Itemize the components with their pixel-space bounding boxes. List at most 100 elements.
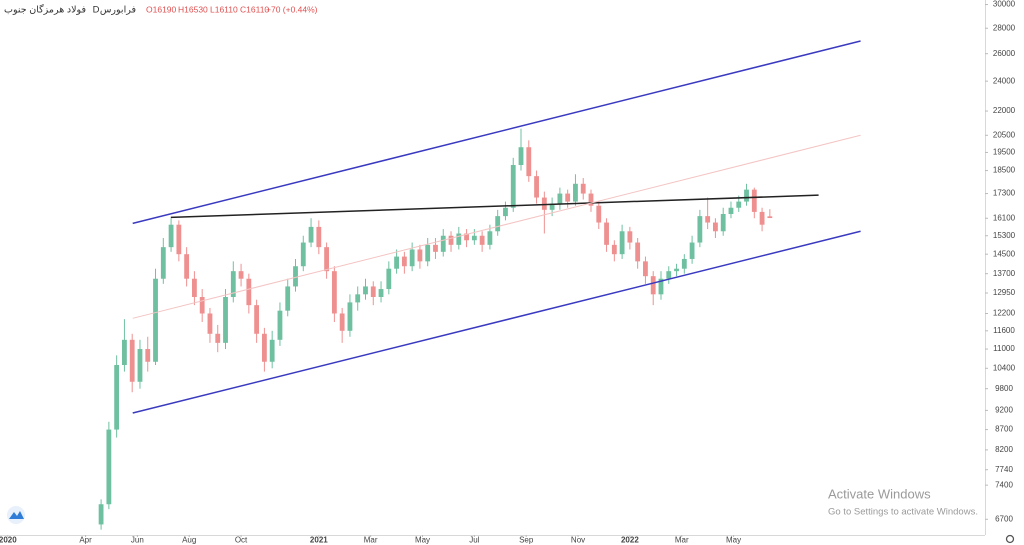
candle-body [573, 183, 578, 202]
candle-body [433, 244, 438, 252]
candle-body [541, 197, 547, 210]
y-tick-label: 7740 [995, 465, 1013, 474]
candle-body [471, 235, 477, 241]
candle-body [409, 249, 415, 267]
candle-body [674, 268, 679, 272]
y-tick-label: 28000 [993, 23, 1016, 32]
candle-body [207, 313, 213, 334]
candle-body [277, 310, 283, 340]
candle-body [191, 278, 197, 298]
x-tick-label: Apr [79, 536, 92, 545]
candle-body [324, 247, 330, 272]
candle-body [697, 216, 703, 243]
candle-body [114, 365, 120, 430]
candle-body [728, 207, 734, 215]
y-tick-label: 20500 [993, 130, 1016, 139]
candle-body [176, 224, 182, 255]
candle-body [627, 231, 633, 243]
candle-body [293, 266, 298, 287]
symbol: فولاد هرمزگان جنوب [4, 4, 86, 16]
candle-body [199, 297, 205, 314]
x-tick-label: 2022 [621, 536, 639, 545]
candle-body [160, 247, 166, 279]
candle-body [394, 256, 400, 269]
candle-body [122, 339, 127, 366]
candle-body [658, 278, 664, 295]
candle-body [549, 203, 555, 210]
y-tick-label: 6700 [995, 514, 1013, 523]
candle-body [526, 147, 532, 177]
y-tick-label: 18500 [993, 166, 1016, 175]
x-tick-label: 2020 [0, 536, 17, 545]
candle-body [767, 216, 773, 219]
candle-body [331, 271, 337, 314]
candle-body [425, 244, 431, 262]
y-tick-label: 7400 [995, 480, 1013, 489]
candle-body [503, 207, 508, 217]
candle-body [534, 176, 539, 198]
candle-body [744, 189, 749, 202]
candle-body [464, 233, 469, 241]
trend-line [132, 134, 861, 319]
candle-body [401, 256, 407, 267]
x-tick-label: Oct [235, 536, 248, 545]
candle-body [98, 504, 104, 525]
x-tick-label: 2021 [310, 536, 328, 545]
candle-body [720, 214, 726, 232]
candle-body [316, 226, 322, 248]
candle-body [736, 201, 742, 208]
x-tick-label: May [726, 536, 741, 545]
candle-body [681, 258, 687, 269]
trend-line [132, 40, 861, 225]
y-tick-label: 30000 [993, 0, 1016, 9]
candle-body [604, 222, 609, 245]
candle-body [495, 216, 501, 232]
candle-body [650, 276, 656, 295]
y-tick-label: 12200 [993, 309, 1016, 318]
exchange: فرابورس [100, 5, 136, 16]
candle-body [611, 244, 617, 255]
candle-body [751, 189, 757, 212]
candle-body [285, 286, 291, 311]
logo-mark[interactable] [9, 511, 24, 519]
y-tick-label: 8700 [995, 425, 1013, 434]
candle-body [363, 286, 368, 295]
candle-body [339, 313, 345, 331]
candle-body [223, 297, 228, 343]
x-tick-label: May [415, 536, 430, 545]
candle-body [518, 147, 524, 166]
x-tick-label: Nov [571, 536, 585, 545]
settings-button[interactable] [1005, 534, 1015, 544]
trend-line [170, 194, 819, 219]
ohlc-low: L16110 [210, 4, 238, 14]
candle-body [448, 235, 454, 245]
candle-body [168, 224, 174, 248]
x-tick-label: Jul [469, 536, 479, 545]
candle-body [440, 235, 446, 252]
y-tick-label: 11600 [993, 326, 1015, 335]
gear-icon[interactable] [1005, 534, 1015, 544]
x-tick-label: Mar [364, 536, 378, 545]
watermark-title: Activate Windows [828, 486, 931, 501]
candle-body [153, 278, 158, 362]
candle-body [417, 249, 423, 262]
candle-body [487, 231, 493, 245]
candle-body [619, 231, 625, 255]
candle-body [557, 193, 563, 204]
candle-body [689, 242, 695, 259]
candle-body [246, 278, 252, 306]
candle-body [580, 183, 586, 194]
candle-body [588, 193, 594, 206]
y-tick-label: 22000 [993, 106, 1016, 115]
y-tick-label: 15300 [993, 231, 1016, 240]
logo[interactable] [7, 506, 25, 524]
trend-line [132, 230, 861, 414]
y-tick-label: 13700 [993, 269, 1016, 278]
y-tick-label: 9200 [995, 406, 1013, 415]
candle-body [565, 193, 571, 202]
candle-body [137, 349, 143, 382]
y-tick-label: 16100 [993, 213, 1016, 222]
candle-body [510, 165, 516, 208]
